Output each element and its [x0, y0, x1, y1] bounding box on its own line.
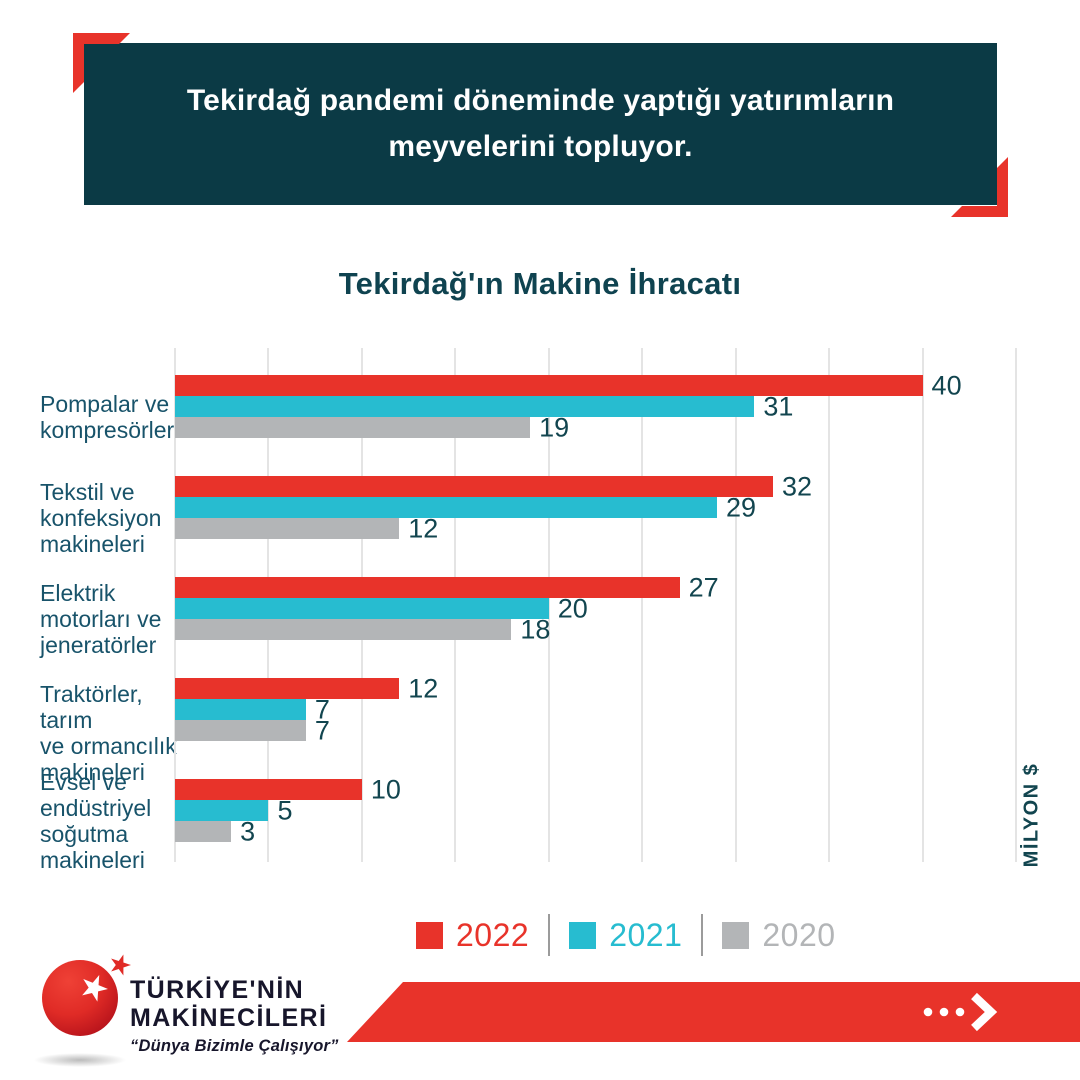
category-label: Pompalar ve kompresörler — [40, 391, 175, 443]
logo-red-star-icon — [111, 954, 132, 976]
logo-sphere — [42, 960, 118, 1036]
legend-swatch — [722, 921, 750, 949]
gridline — [921, 348, 924, 862]
legend-label: 2020 — [762, 916, 836, 953]
bar-chart: Pompalar ve kompresörler Tekstil ve konfeks… — [0, 348, 1080, 873]
category-label: Tekstil ve konfeksiyon makineleri — [40, 479, 162, 557]
legend-swatch — [569, 921, 597, 949]
next-arrow-banner[interactable] — [347, 982, 1080, 1042]
bar-2022 — [175, 678, 400, 699]
gridline — [547, 348, 550, 862]
red-corner-accent-bottom-right — [951, 157, 1008, 217]
makineciler-logo-icon — [34, 954, 132, 1067]
legend-item-2021: 2021 — [569, 917, 682, 954]
value-label: 5 — [277, 795, 293, 825]
chart-legend: 2022 2021 2020 — [416, 912, 836, 958]
chart-title: Tekirdağ'ın Makine İhracatı — [338, 266, 742, 301]
gridline — [828, 348, 831, 862]
bar-2021 — [175, 396, 755, 417]
header-title-line1: Tekirdağ pandemi döneminde yaptığı yatır… — [186, 83, 895, 117]
value-label: 3 — [240, 816, 256, 846]
legend-label: 2021 — [609, 916, 683, 953]
bar-2021 — [175, 800, 269, 821]
value-label: 20 — [557, 593, 588, 623]
legend-label: 2022 — [456, 916, 530, 953]
logo-white-star-icon — [82, 975, 108, 1002]
logo-shadow — [34, 1053, 126, 1067]
bar-2021 — [175, 497, 717, 518]
plot-area: 40 31 19 32 29 12 27 20 18 12 7 7 10 5 3 — [174, 348, 1017, 862]
value-label: 40 — [931, 370, 962, 400]
bar-2020 — [175, 619, 512, 640]
value-label: 29 — [725, 492, 757, 522]
red-corner-accent-top-left — [73, 33, 130, 93]
bar-2020 — [175, 821, 232, 842]
value-label: 32 — [782, 471, 813, 501]
category-label: Traktörler, tarım ve ormancılık makineleri — [40, 681, 177, 785]
legend-divider — [548, 914, 551, 956]
bar-2020 — [175, 417, 531, 438]
bar-2021 — [175, 598, 549, 619]
dots-chevron-right-icon — [923, 992, 998, 1032]
bar-2022 — [175, 577, 680, 598]
bar-2022 — [175, 779, 362, 800]
legend-item-2022: 2022 — [416, 917, 529, 954]
value-label: 18 — [520, 614, 551, 644]
value-label: 19 — [539, 412, 570, 442]
bar-2022 — [175, 375, 923, 396]
header-title-line2: meyvelerini topluyor. — [388, 130, 693, 163]
legend-item-2020: 2020 — [722, 917, 835, 954]
header-banner: Tekirdağ pandemi döneminde yaptığı yatır… — [73, 33, 1008, 217]
gridline — [641, 348, 644, 862]
logo-tagline: “Dünya Bizimle Çalışıyor” — [130, 1037, 339, 1055]
bar-2021 — [175, 699, 306, 720]
value-label: 7 — [314, 715, 330, 745]
gridline — [1015, 348, 1017, 862]
category-label: Evsel ve endüstriyel soğutma makineleri — [40, 769, 152, 873]
value-label: 12 — [408, 673, 439, 703]
category-label: Elektrik motorları ve jeneratörler — [40, 580, 162, 658]
gridline — [734, 348, 737, 862]
legend-divider — [701, 914, 704, 956]
legend-swatch — [416, 921, 443, 949]
category-labels: Pompalar ve kompresörler Tekstil ve konfeks… — [40, 348, 177, 873]
value-label: 10 — [370, 774, 401, 804]
value-label: 31 — [763, 391, 794, 421]
value-label: 7 — [314, 694, 330, 724]
bar-2020 — [175, 720, 306, 741]
logo-title-line1: TÜRKİYE'NİN — [130, 976, 305, 1004]
bar-2020 — [175, 518, 400, 539]
value-label: 12 — [408, 513, 439, 543]
logo-text: TÜRKİYE'NİN MAKİNECİLERİ “Dünya Bizimle … — [130, 976, 339, 1056]
bar-2022 — [175, 476, 774, 497]
axis-unit-label: MİLYON $ — [1020, 762, 1043, 868]
logo-title-line2: MAKİNECİLERİ — [130, 1004, 328, 1032]
value-label: 27 — [688, 572, 719, 602]
